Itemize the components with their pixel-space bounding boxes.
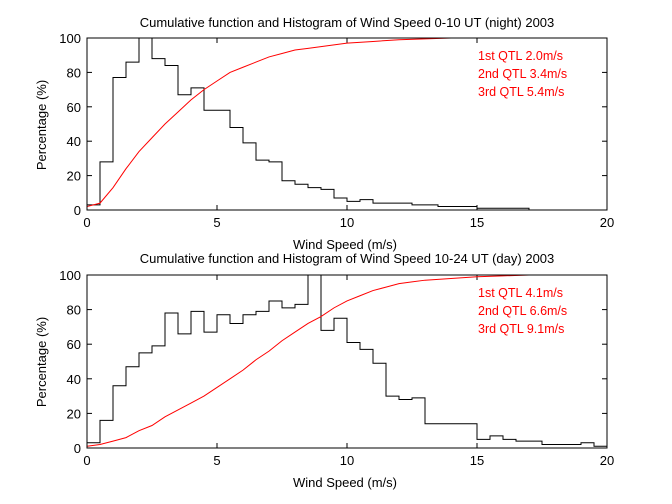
chart-day-q1-annotation: 1st QTL 4.1m/s — [478, 286, 563, 300]
chart-night-ytick-label: 60 — [67, 100, 81, 115]
chart-day-ytick-label: 60 — [67, 337, 81, 352]
chart-night-axes-frame — [86, 37, 608, 211]
chart-night-xlabel: Wind Speed (m/s) — [293, 237, 397, 252]
chart-night-q1-annotation: 1st QTL 2.0m/s — [478, 49, 563, 63]
chart-night-xtick-label: 15 — [470, 215, 484, 230]
chart-day-axes-frame — [86, 274, 608, 449]
chart-night-q2-annotation: 2nd QTL 3.4m/s — [478, 67, 567, 81]
chart-night: Cumulative function and Histogram of Win… — [34, 15, 614, 252]
chart-day-ytick-label: 40 — [67, 372, 81, 387]
chart-day-ytick-label: 20 — [67, 406, 81, 421]
chart-day-q2-annotation: 2nd QTL 6.6m/s — [478, 304, 567, 318]
chart-day-ytick-label: 80 — [67, 303, 81, 318]
chart-night-cumulative-series — [86, 37, 555, 208]
chart-day-xtick-label: 10 — [340, 453, 354, 468]
chart-day-title: Cumulative function and Histogram of Win… — [140, 251, 555, 266]
chart-night-histogram-series — [86, 37, 568, 211]
chart-night-ytick-label: 100 — [59, 31, 81, 46]
chart-day: Cumulative function and Histogram of Win… — [34, 251, 614, 490]
chart-night-ytick-label: 40 — [67, 134, 81, 149]
chart-night-q3-annotation: 3rd QTL 5.4m/s — [478, 85, 564, 99]
chart-day-ytick-label: 0 — [74, 441, 81, 456]
chart-day-q3-annotation: 3rd QTL 9.1m/s — [478, 322, 564, 336]
chart-night-ytick-label: 80 — [67, 65, 81, 80]
chart-day-cumulative-series — [86, 274, 607, 447]
chart-night-xtick-label: 5 — [213, 215, 220, 230]
chart-day-xtick-label: 0 — [83, 453, 90, 468]
chart-day-ylabel: Percentage (%) — [34, 317, 49, 407]
chart-night-ylabel: Percentage (%) — [34, 80, 49, 170]
chart-night-ytick-label: 20 — [67, 169, 81, 184]
chart-night-title: Cumulative function and Histogram of Win… — [140, 15, 555, 30]
chart-day-xtick-label: 15 — [470, 453, 484, 468]
chart-night-ytick-label: 0 — [74, 203, 81, 218]
chart-night-xtick-label: 0 — [83, 215, 90, 230]
chart-day-histogram-series — [86, 274, 608, 448]
chart-night-xtick-label: 20 — [600, 215, 614, 230]
chart-night-xtick-label: 10 — [340, 215, 354, 230]
chart-day-xtick-label: 20 — [600, 453, 614, 468]
chart-day-xtick-label: 5 — [213, 453, 220, 468]
chart-day-ytick-label: 100 — [59, 268, 81, 283]
chart-day-xlabel: Wind Speed (m/s) — [293, 475, 397, 490]
